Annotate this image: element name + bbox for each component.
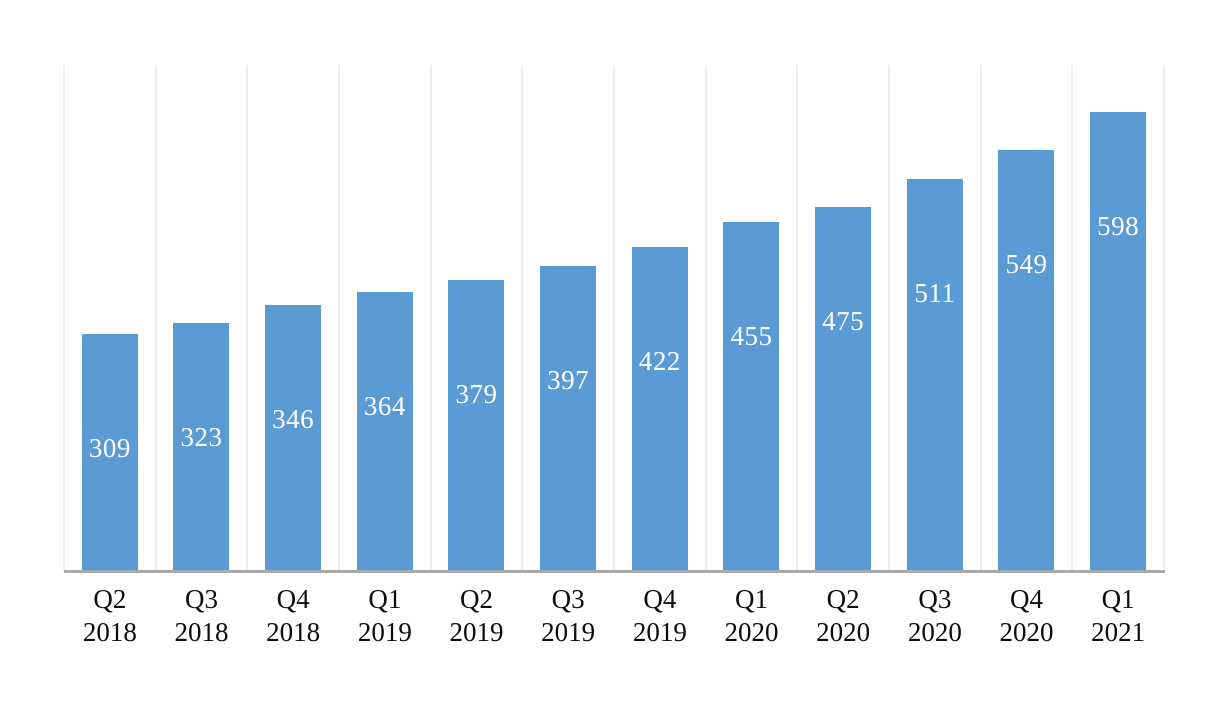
- bar[interactable]: 598: [1090, 112, 1147, 570]
- tick-quarter: Q4: [643, 584, 677, 614]
- bar[interactable]: 549: [998, 149, 1055, 570]
- gridline: [704, 65, 707, 570]
- category-tick-label: Q2 2020: [797, 583, 889, 649]
- category-tick-label: Q2 2019: [431, 583, 523, 649]
- plot-area: 309 323 346 364 379 397 422 455 475 511 549 598: [63, 65, 1165, 570]
- tick-year: 2019: [357, 616, 412, 647]
- bar-slot: 511: [889, 65, 981, 570]
- bar-slot: 397: [522, 65, 614, 570]
- category-tick-label: Q3 2018: [156, 583, 248, 649]
- tick-year: 2020: [999, 616, 1054, 647]
- bar[interactable]: 475: [815, 206, 872, 570]
- tick-quarter: Q3: [551, 584, 585, 614]
- tick-year: 2019: [632, 616, 687, 647]
- bar-value-label: 397: [547, 365, 590, 396]
- tick-quarter: Q2: [459, 584, 493, 614]
- bar-value-label: 309: [88, 432, 131, 463]
- bar-value-label: 549: [1005, 248, 1048, 279]
- tick-quarter: Q2: [826, 584, 860, 614]
- bar[interactable]: 397: [540, 266, 597, 570]
- bar[interactable]: 323: [173, 322, 230, 570]
- bar-slot: 309: [64, 65, 156, 570]
- bar-value-label: 475: [822, 305, 865, 336]
- bar-slot: 422: [614, 65, 706, 570]
- bar-value-label: 323: [180, 421, 223, 452]
- gridline: [429, 65, 432, 570]
- category-tick-label: Q1 2019: [339, 583, 431, 649]
- bar-slot: 598: [1072, 65, 1164, 570]
- bar-value-label: 598: [1097, 211, 1140, 242]
- tick-year: 2018: [174, 616, 229, 647]
- category-tick-label: Q4 2020: [981, 583, 1073, 649]
- bar-value-label: 379: [455, 379, 498, 410]
- tick-year: 2019: [449, 616, 504, 647]
- gridline: [246, 65, 249, 570]
- bar-slot: 379: [431, 65, 523, 570]
- bar-slot: 323: [156, 65, 248, 570]
- category-tick-label: Q3 2020: [889, 583, 981, 649]
- bar[interactable]: 364: [356, 291, 413, 570]
- gridline: [521, 65, 524, 570]
- gridline: [63, 65, 65, 570]
- tick-quarter: Q1: [1101, 584, 1135, 614]
- category-tick-label: Q4 2019: [614, 583, 706, 649]
- gridline: [796, 65, 799, 570]
- tick-quarter: Q1: [368, 584, 402, 614]
- tick-quarter: Q2: [93, 584, 127, 614]
- category-tick-label: Q2 2018: [64, 583, 156, 649]
- bar[interactable]: 422: [631, 247, 688, 570]
- bar[interactable]: 309: [81, 333, 138, 570]
- tick-year: 2018: [82, 616, 137, 647]
- bar[interactable]: 455: [723, 221, 780, 570]
- tick-year: 2021: [1091, 616, 1146, 647]
- bar[interactable]: 511: [906, 179, 963, 570]
- bar[interactable]: 346: [265, 305, 322, 570]
- bar-value-label: 364: [363, 390, 406, 421]
- bar-value-label: 346: [272, 404, 315, 435]
- bar[interactable]: 379: [448, 280, 505, 570]
- bar-slot: 364: [339, 65, 431, 570]
- category-axis-line: [64, 570, 1165, 573]
- gridline: [979, 65, 982, 570]
- tick-quarter: Q3: [918, 584, 952, 614]
- tick-quarter: Q4: [276, 584, 310, 614]
- tick-quarter: Q4: [1009, 584, 1043, 614]
- bar-slot: 549: [981, 65, 1073, 570]
- category-tick-label: Q1 2021: [1072, 583, 1164, 649]
- bar-value-label: 455: [730, 320, 773, 351]
- tick-year: 2019: [541, 616, 596, 647]
- tick-year: 2020: [907, 616, 962, 647]
- tick-quarter: Q1: [734, 584, 768, 614]
- gridline: [888, 65, 890, 570]
- bar-slot: 346: [247, 65, 339, 570]
- gridline: [1071, 65, 1074, 570]
- tick-year: 2020: [724, 616, 779, 647]
- tick-year: 2018: [266, 616, 321, 647]
- gridline: [613, 65, 615, 570]
- bar-value-label: 422: [638, 346, 681, 377]
- category-tick-label: Q1 2020: [706, 583, 798, 649]
- gridline: [154, 65, 157, 570]
- gridline: [1163, 65, 1165, 570]
- tick-quarter: Q3: [184, 584, 218, 614]
- category-tick-label: Q3 2019: [522, 583, 614, 649]
- gridline: [338, 65, 340, 570]
- bar-slot: 475: [797, 65, 889, 570]
- category-tick-label: Q4 2018: [247, 583, 339, 649]
- tick-year: 2020: [816, 616, 871, 647]
- bar-slot: 455: [706, 65, 798, 570]
- bar-value-label: 511: [914, 278, 956, 309]
